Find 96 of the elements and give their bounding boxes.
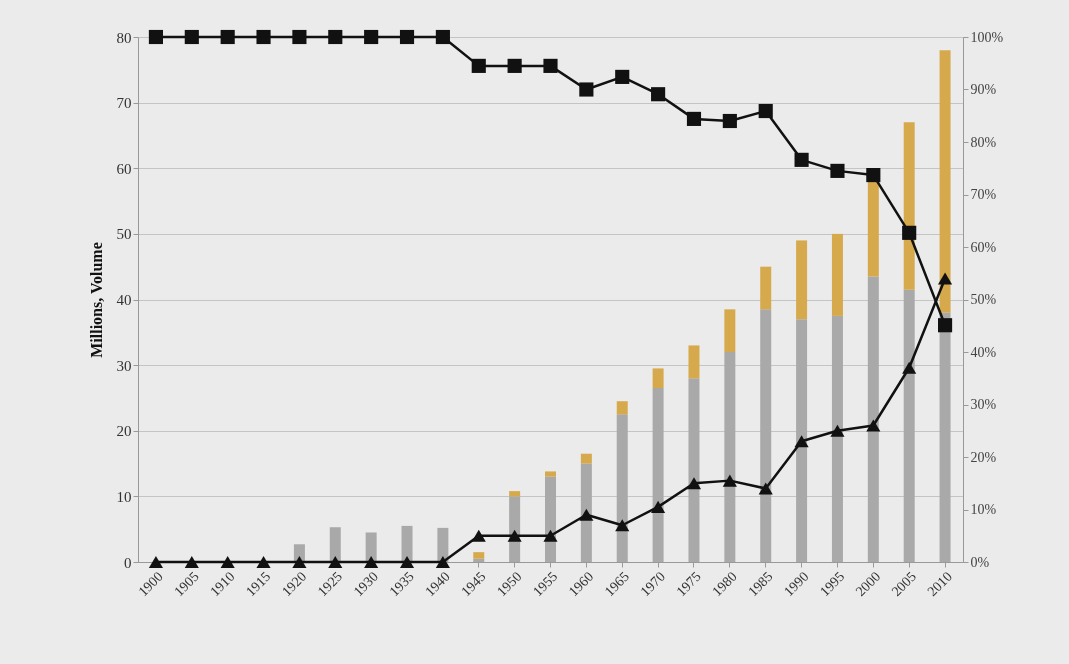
point — [507, 58, 522, 73]
y2-tick-label: 80% — [970, 134, 997, 150]
point — [364, 29, 379, 45]
bar — [473, 552, 485, 559]
y2-tick-label: 60% — [970, 239, 997, 255]
bar — [616, 414, 628, 562]
y2-tick-label: 0% — [970, 554, 990, 570]
bar — [688, 345, 700, 379]
bar — [365, 532, 377, 562]
y-tick-label: 0 — [124, 554, 132, 571]
y-tick-label: 40 — [116, 292, 132, 308]
point — [758, 103, 773, 119]
point — [328, 555, 343, 569]
bar — [724, 352, 736, 562]
point — [686, 477, 702, 490]
point — [830, 424, 845, 437]
bar — [509, 491, 521, 497]
point — [651, 87, 666, 102]
y-tick-label: 70 — [116, 95, 132, 112]
bar — [580, 453, 592, 464]
bar — [903, 289, 915, 562]
y-tick-label: 50 — [116, 226, 132, 243]
y-tick-label: 60 — [116, 160, 132, 177]
bar — [903, 122, 915, 290]
bar — [831, 233, 843, 316]
bar — [473, 558, 485, 562]
point — [579, 508, 594, 521]
y-tick-label: 30 — [116, 357, 132, 374]
point — [148, 29, 164, 45]
point — [866, 419, 881, 432]
point — [471, 529, 486, 542]
point — [399, 555, 415, 569]
point — [937, 318, 953, 333]
bar — [939, 50, 951, 313]
point — [543, 58, 558, 73]
point — [220, 29, 235, 45]
point — [184, 555, 199, 569]
point — [794, 435, 809, 448]
point — [543, 529, 558, 542]
bar — [437, 527, 449, 562]
point — [722, 474, 737, 487]
point — [148, 555, 164, 569]
y2-tick-label: 90% — [970, 82, 997, 97]
point — [471, 58, 486, 73]
y2-tick-label: 10% — [970, 502, 997, 517]
bar — [724, 309, 736, 352]
y2-tick-label: 20% — [970, 449, 997, 465]
bar — [760, 309, 772, 562]
point — [399, 29, 415, 45]
point — [579, 82, 594, 97]
point — [292, 29, 307, 45]
point — [866, 168, 881, 183]
point — [758, 482, 773, 495]
y2-tick-label: 100% — [970, 29, 1004, 45]
y2-tick-label: 40% — [970, 344, 997, 360]
y-tick-label: 80 — [116, 29, 132, 46]
bar — [796, 319, 808, 562]
bar — [401, 525, 413, 562]
bar — [831, 315, 843, 562]
point — [220, 555, 235, 569]
y2-tick-label: 30% — [970, 397, 997, 412]
point — [615, 69, 630, 84]
bar — [867, 276, 879, 562]
point — [937, 272, 953, 285]
bar — [652, 368, 664, 389]
bar — [652, 388, 664, 562]
bar — [688, 378, 700, 562]
point — [256, 555, 271, 569]
point — [615, 519, 630, 532]
point — [256, 29, 271, 45]
point — [364, 555, 379, 569]
point — [328, 29, 343, 45]
point — [830, 163, 845, 178]
point — [794, 152, 809, 167]
bar — [939, 312, 951, 562]
point — [435, 29, 450, 45]
y-tick-label: 10 — [116, 488, 132, 505]
bar — [580, 463, 592, 562]
point — [902, 225, 917, 240]
point — [507, 529, 522, 542]
point — [184, 29, 199, 45]
point — [651, 500, 666, 513]
bar — [329, 527, 341, 562]
point — [722, 113, 737, 129]
bar — [760, 266, 772, 310]
point — [292, 555, 307, 569]
point — [686, 111, 702, 126]
bar — [616, 401, 628, 415]
bar — [796, 240, 808, 320]
y2-tick-label: 50% — [970, 292, 997, 307]
y-axis-title: Millions, Volume — [87, 242, 105, 358]
y-tick-label: 20 — [116, 423, 132, 440]
bar — [545, 471, 556, 477]
y2-tick-label: 70% — [970, 187, 997, 202]
point — [435, 555, 450, 569]
point — [902, 361, 917, 374]
